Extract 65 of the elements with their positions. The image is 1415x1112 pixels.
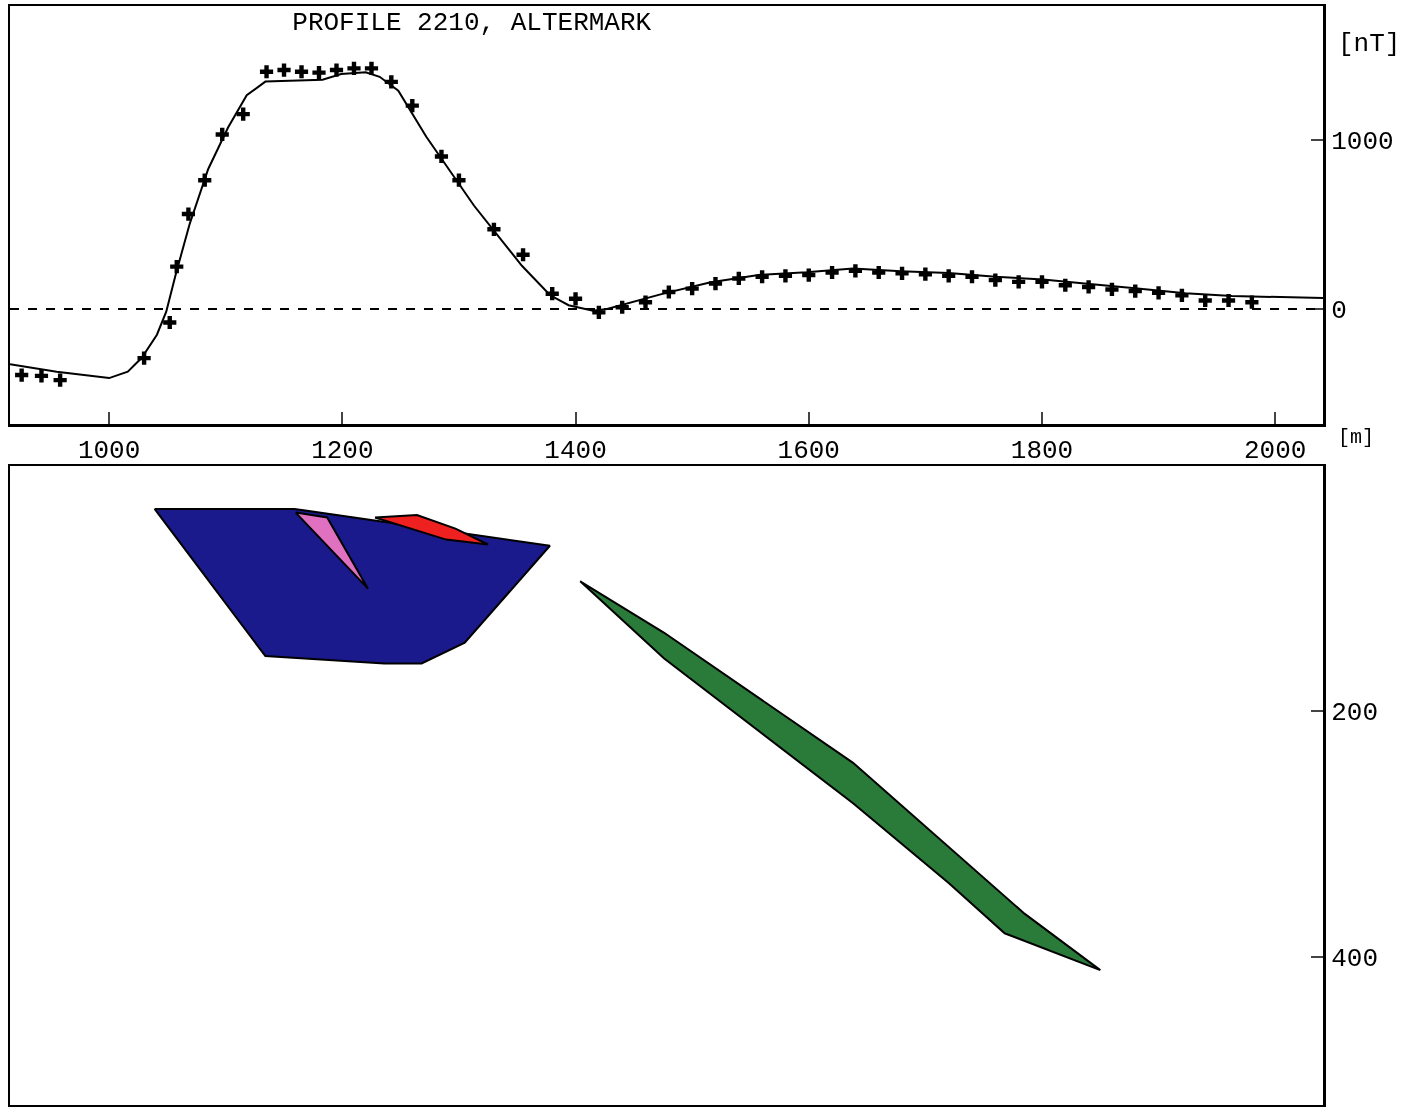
point — [685, 282, 699, 296]
y-tick-label: 400 — [1331, 943, 1379, 974]
point — [942, 269, 956, 283]
x-axis-title: [m] — [1338, 426, 1375, 449]
point — [384, 75, 398, 89]
x-tick-label: 1400 — [544, 436, 607, 467]
point — [347, 61, 361, 75]
point — [1175, 288, 1189, 302]
point — [405, 99, 419, 113]
point — [732, 271, 746, 286]
point — [1035, 275, 1049, 289]
point — [825, 265, 839, 280]
point — [802, 268, 816, 282]
point — [1058, 278, 1072, 292]
point — [592, 305, 606, 319]
x-tick-label: 1600 — [777, 436, 840, 467]
point — [1012, 275, 1026, 289]
point — [487, 222, 501, 236]
point — [294, 65, 309, 79]
point — [259, 65, 274, 79]
point — [329, 63, 344, 77]
point — [198, 173, 212, 187]
y-axis-title: [nT] — [1338, 29, 1401, 59]
point — [1128, 284, 1142, 298]
point — [638, 295, 653, 309]
point — [848, 264, 862, 278]
y-tick-label: 1000 — [1331, 126, 1394, 157]
point — [364, 61, 379, 75]
point — [662, 285, 676, 299]
point — [1082, 280, 1096, 294]
point — [53, 373, 67, 387]
point — [1151, 286, 1166, 300]
point — [312, 65, 326, 80]
x-tick-label: 2000 — [1243, 436, 1307, 467]
point — [1105, 282, 1119, 297]
y-tick-label: 200 — [1331, 698, 1379, 729]
point — [988, 273, 1002, 287]
point — [236, 107, 250, 121]
x-tick-label: 1200 — [311, 436, 374, 467]
y-tick-label: 0 — [1331, 296, 1347, 327]
point — [1221, 293, 1236, 308]
point — [516, 248, 530, 262]
point — [568, 292, 583, 306]
point — [137, 351, 151, 365]
point — [170, 259, 184, 274]
point — [15, 368, 29, 382]
point — [895, 266, 909, 280]
point — [34, 369, 49, 383]
x-tick-label: 1800 — [1010, 436, 1074, 467]
point — [872, 265, 886, 280]
point — [778, 269, 793, 283]
point — [918, 267, 932, 281]
point — [215, 127, 229, 142]
point — [452, 173, 466, 187]
point — [708, 276, 723, 291]
point — [163, 315, 177, 330]
chart-title: PROFILE 2210, ALTERMARK — [292, 8, 652, 39]
point — [965, 270, 979, 284]
point — [545, 287, 559, 301]
point — [755, 270, 769, 284]
point — [1198, 293, 1212, 308]
point — [434, 149, 449, 164]
point — [181, 207, 196, 221]
point — [277, 63, 291, 77]
x-tick-label: 1000 — [77, 436, 141, 467]
